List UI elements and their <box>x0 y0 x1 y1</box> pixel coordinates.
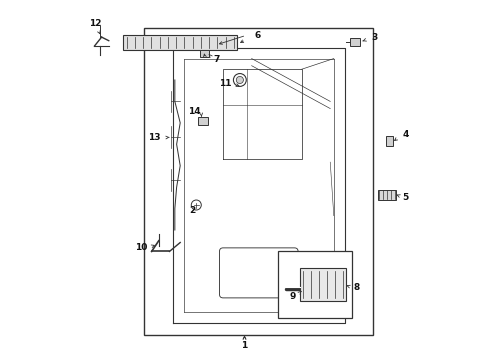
Text: 12: 12 <box>89 19 101 28</box>
Text: 11: 11 <box>219 79 231 88</box>
Bar <box>123 35 237 50</box>
Bar <box>144 28 372 336</box>
Text: 9: 9 <box>289 292 296 301</box>
Circle shape <box>236 76 243 84</box>
Text: 2: 2 <box>188 206 195 215</box>
Bar <box>349 38 359 46</box>
Text: 6: 6 <box>254 31 260 40</box>
Text: 5: 5 <box>402 193 408 202</box>
Text: 8: 8 <box>353 283 359 292</box>
Text: 13: 13 <box>148 133 160 142</box>
Text: 1: 1 <box>241 341 247 350</box>
Bar <box>299 267 346 301</box>
FancyBboxPatch shape <box>219 248 298 298</box>
Circle shape <box>233 73 246 86</box>
Text: 4: 4 <box>402 130 408 139</box>
Bar <box>378 190 395 200</box>
Text: 3: 3 <box>370 33 377 42</box>
Bar <box>200 50 208 57</box>
Bar <box>278 251 351 318</box>
Circle shape <box>191 200 201 210</box>
Bar <box>198 117 207 125</box>
Text: 14: 14 <box>188 107 201 116</box>
Bar <box>385 136 393 146</box>
Text: 10: 10 <box>135 243 147 252</box>
Text: 7: 7 <box>213 55 219 64</box>
